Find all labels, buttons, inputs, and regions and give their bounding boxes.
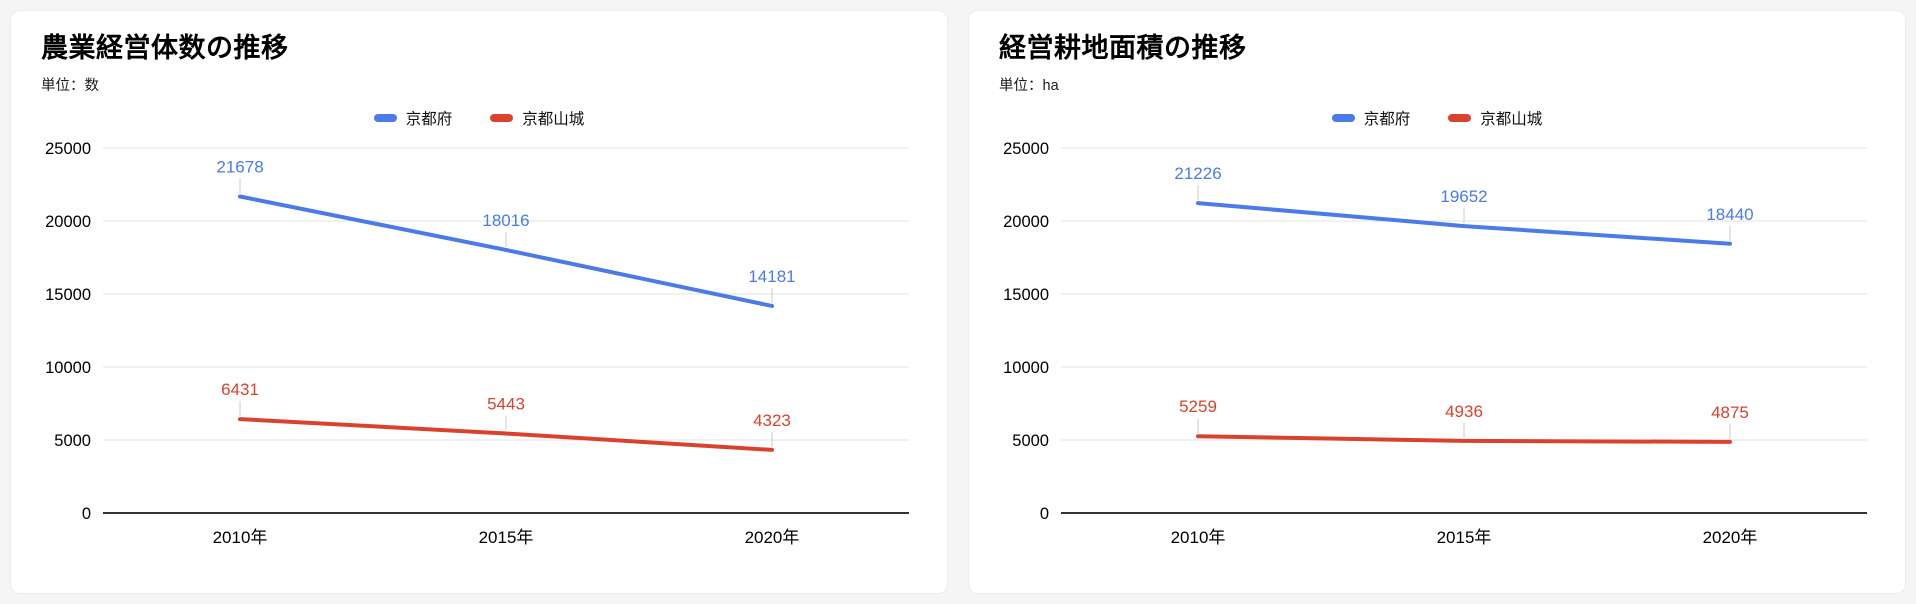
svg-text:2020年: 2020年 [1703, 528, 1758, 547]
svg-text:14181: 14181 [748, 267, 795, 286]
unit-label: 単位：ha [999, 78, 1059, 94]
svg-text:18016: 18016 [482, 211, 529, 230]
svg-text:19652: 19652 [1440, 187, 1487, 206]
chart-title: 農業経営体数の推移 [41, 33, 289, 63]
legend: 京都府 京都山城 [999, 107, 1875, 129]
svg-text:20000: 20000 [1003, 213, 1049, 231]
legend-swatch-kyotofu [373, 114, 397, 122]
legend-label: 京都山城 [522, 111, 585, 128]
chart-title: 経営耕地面積の推移 [999, 33, 1247, 63]
legend-label: 京都府 [1363, 111, 1411, 128]
legend-swatch-kyotofu [1331, 114, 1355, 122]
svg-text:6431: 6431 [221, 380, 259, 399]
line-chart-cultivated-area[interactable]: 0 5000 10000 15000 20000 25000 2010年 2015年 2020年… [999, 133, 1875, 560]
svg-text:21226: 21226 [1174, 164, 1221, 183]
legend-item-kyotoyamashiro[interactable]: 京都山城 [1448, 107, 1542, 129]
svg-text:2010年: 2010年 [1171, 528, 1226, 547]
svg-text:21678: 21678 [216, 158, 263, 177]
svg-text:18440: 18440 [1706, 205, 1753, 224]
svg-text:5259: 5259 [1179, 397, 1217, 416]
svg-text:2020年: 2020年 [745, 528, 800, 547]
svg-text:4875: 4875 [1711, 403, 1749, 422]
svg-text:15000: 15000 [45, 286, 91, 304]
chart-canvas: 0 5000 10000 15000 20000 25000 2010年 2015年 2020年… [45, 140, 909, 547]
unit-label: 単位：数 [41, 78, 99, 94]
svg-text:25000: 25000 [1003, 140, 1049, 158]
svg-text:5443: 5443 [487, 395, 525, 414]
svg-text:10000: 10000 [1003, 359, 1049, 377]
svg-text:2015年: 2015年 [479, 528, 534, 547]
legend-item-kyotofu[interactable]: 京都府 [1331, 107, 1411, 129]
svg-text:0: 0 [1040, 505, 1049, 523]
svg-text:0: 0 [82, 505, 91, 523]
svg-text:5000: 5000 [54, 432, 91, 450]
chart-canvas: 0 5000 10000 15000 20000 25000 2010年 2015年 2020年… [1003, 140, 1867, 547]
legend-item-kyotoyamashiro[interactable]: 京都山城 [490, 107, 584, 129]
legend-label: 京都府 [405, 111, 453, 128]
svg-text:4323: 4323 [753, 411, 791, 430]
legend-label: 京都山城 [1480, 111, 1543, 128]
chart-card-left: 農業経営体数の推移 単位：数 京都府 京都山城 0 5000 10000 15000 2… [10, 10, 948, 594]
svg-text:2015年: 2015年 [1437, 528, 1492, 547]
svg-text:15000: 15000 [1003, 286, 1049, 304]
svg-text:4936: 4936 [1445, 402, 1483, 421]
legend-item-kyotofu[interactable]: 京都府 [373, 107, 453, 129]
legend-swatch-kyotoyamashiro [490, 114, 514, 122]
legend: 京都府 京都山城 [41, 107, 917, 129]
svg-text:5000: 5000 [1012, 432, 1049, 450]
svg-text:10000: 10000 [45, 359, 91, 377]
svg-text:20000: 20000 [45, 213, 91, 231]
chart-card-right: 経営耕地面積の推移 単位：ha 京都府 京都山城 0 5000 10000 15000… [968, 10, 1906, 594]
line-chart-farm-entities[interactable]: 0 5000 10000 15000 20000 25000 2010年 2015年 2020年… [41, 133, 917, 560]
svg-text:25000: 25000 [45, 140, 91, 158]
legend-swatch-kyotoyamashiro [1448, 114, 1472, 122]
svg-text:2010年: 2010年 [213, 528, 268, 547]
